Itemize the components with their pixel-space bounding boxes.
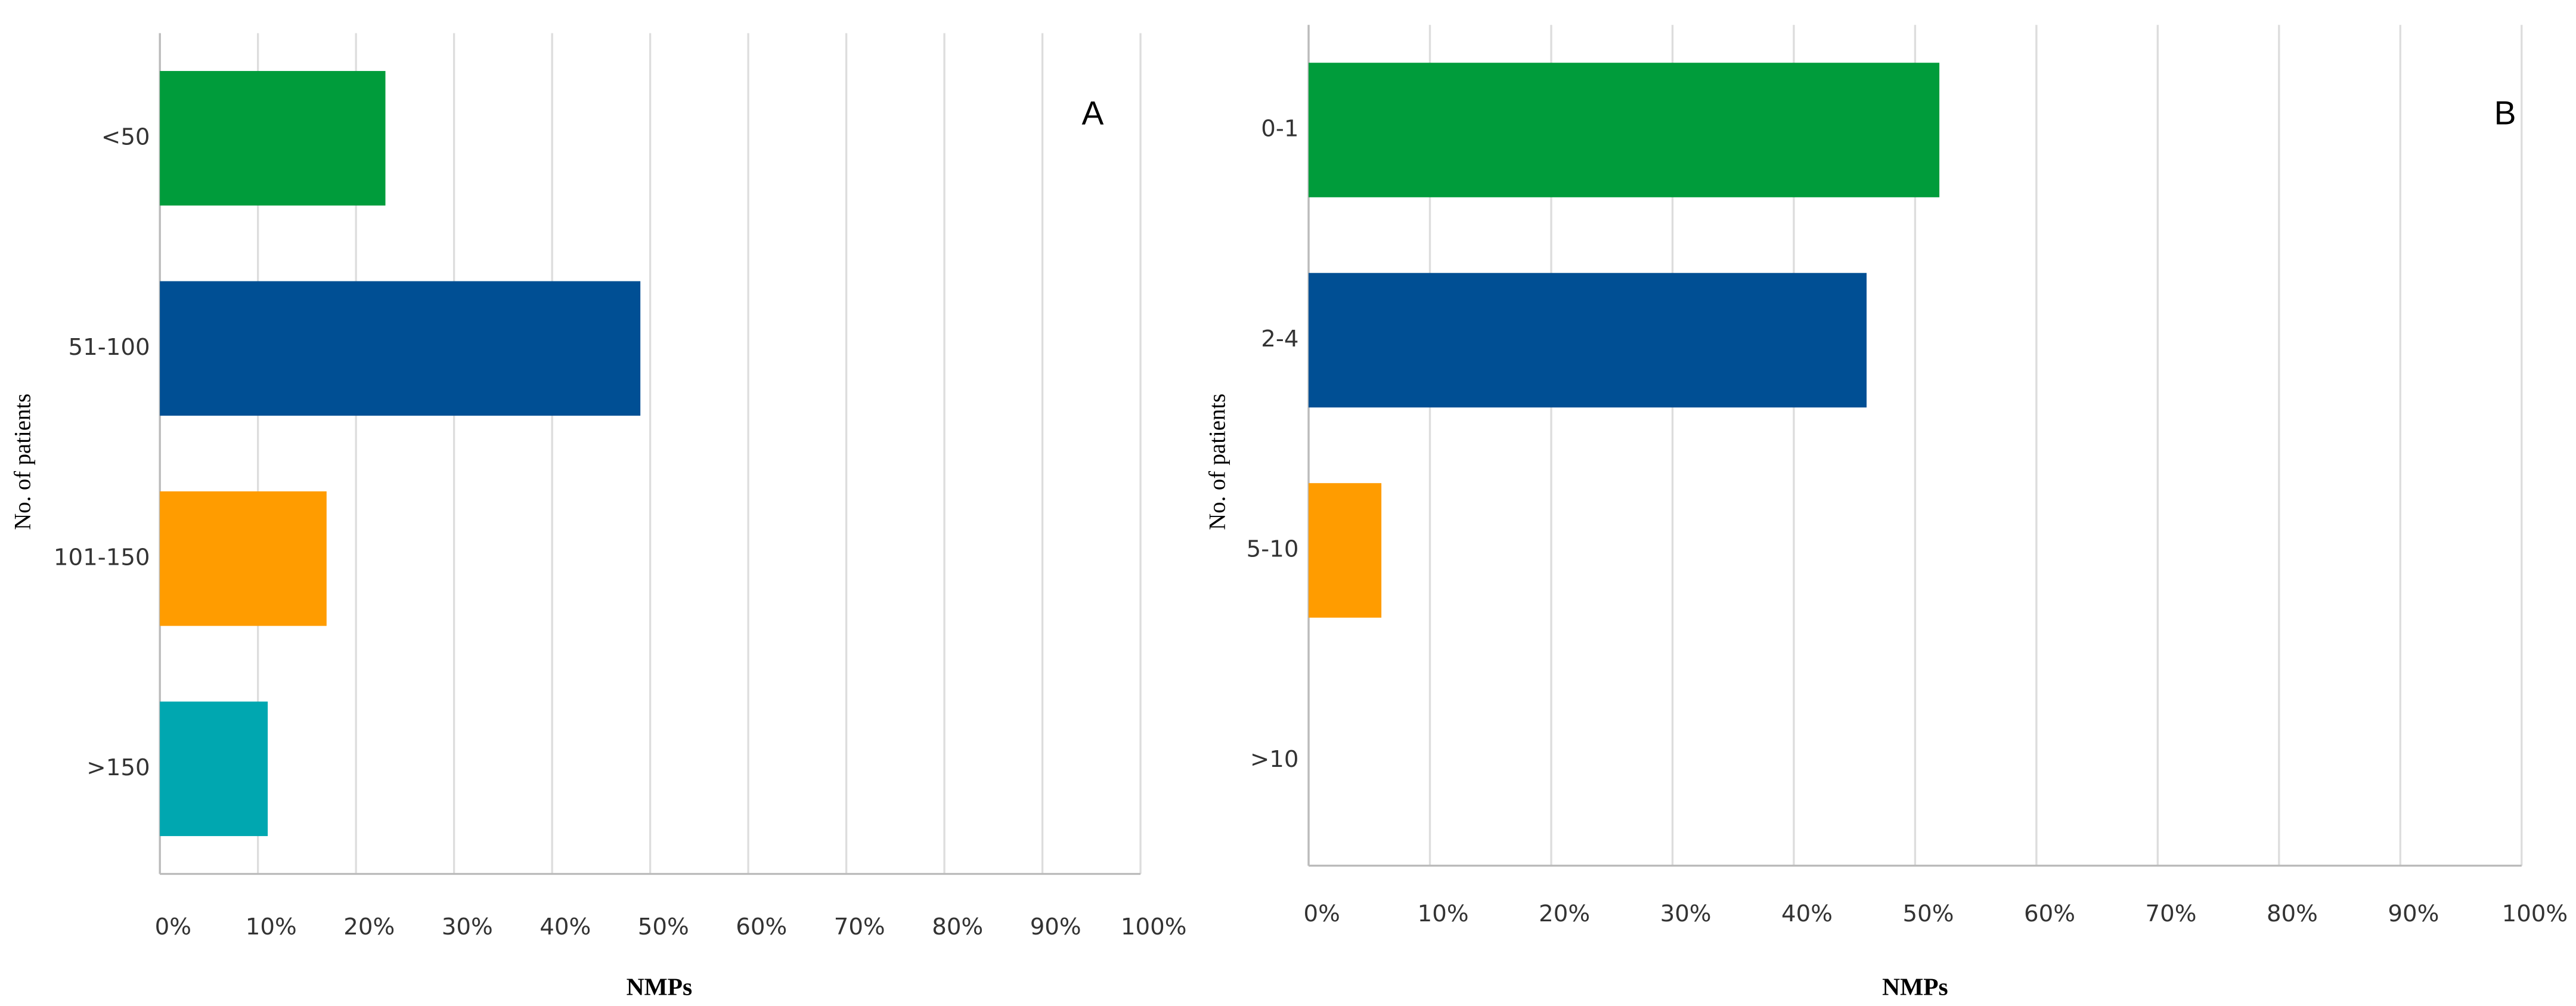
y-tick-label: <50 (101, 123, 150, 150)
x-tick-label: 30% (442, 914, 493, 940)
x-tick-label: 0% (1303, 900, 1340, 927)
x-axis-title: NMPs (627, 973, 693, 1001)
y-tick-label: 51-100 (69, 334, 150, 361)
x-tick-label: 0% (155, 914, 191, 940)
x-tick-label: 40% (540, 914, 591, 940)
bar (160, 281, 641, 416)
x-tick-label: 20% (1539, 900, 1590, 927)
x-tick-label: 30% (1660, 900, 1712, 927)
x-tick-label: 20% (343, 914, 395, 940)
y-tick-label: >10 (1250, 746, 1299, 773)
x-tick-label: 60% (2024, 900, 2075, 927)
bar (1309, 63, 1940, 197)
x-tick-label: 70% (2145, 900, 2196, 927)
x-tick-label: 40% (1781, 900, 1833, 927)
y-tick-label: 2-4 (1261, 326, 1298, 352)
x-tick-label: 60% (736, 914, 787, 940)
y-axis-title: No. of patients (1205, 394, 1230, 530)
panel-label: B (2494, 94, 2516, 131)
y-tick-label: >150 (86, 754, 150, 781)
bar (160, 71, 386, 206)
x-tick-label: 100% (2502, 900, 2568, 927)
bar (1309, 483, 1382, 618)
y-axis-title: No. of patients (10, 394, 35, 530)
x-tick-label: 10% (1418, 900, 1469, 927)
x-tick-label: 90% (2388, 900, 2439, 927)
x-tick-label: 70% (834, 914, 885, 940)
x-tick-label: 50% (1903, 900, 1954, 927)
x-tick-label: 90% (1030, 914, 1081, 940)
x-tick-label: 10% (246, 914, 297, 940)
bar (160, 701, 268, 837)
x-tick-label: 80% (932, 914, 983, 940)
y-tick-label: 101-150 (54, 544, 150, 571)
bar (160, 491, 327, 626)
panel-label: A (1081, 94, 1103, 131)
bar (1309, 273, 1867, 408)
x-tick-label: 100% (1121, 914, 1187, 940)
y-tick-label: 5-10 (1247, 535, 1299, 562)
x-tick-label: 80% (2267, 900, 2318, 927)
y-tick-label: 0-1 (1261, 116, 1298, 143)
x-tick-label: 50% (638, 914, 689, 940)
x-axis-title: NMPs (1882, 973, 1948, 1001)
